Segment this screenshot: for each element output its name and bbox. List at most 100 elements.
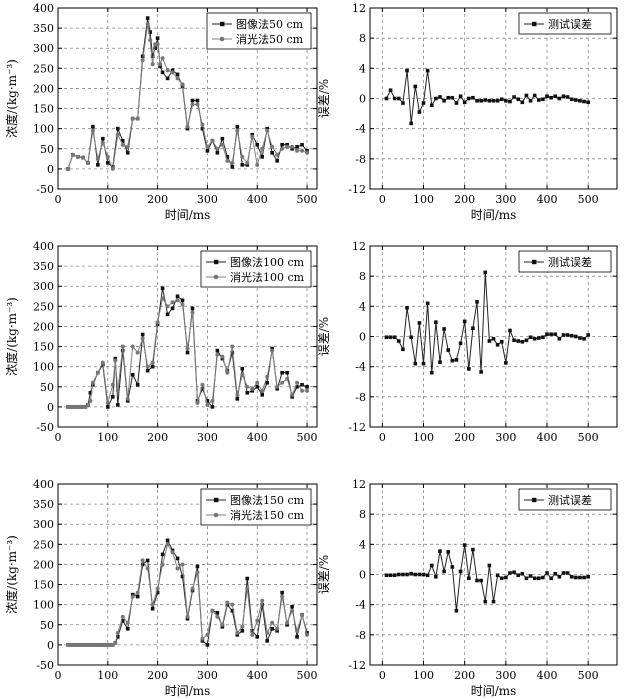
conc-100-series-1-point (290, 392, 295, 397)
err-100-series-0-point (565, 333, 570, 337)
conc-50-series-1-point (75, 154, 80, 159)
conc-100-series-0-point (175, 294, 180, 299)
conc-100-ytick-label: 100 (33, 361, 54, 374)
conc-150-series-0-point (130, 592, 135, 597)
conc-50-series-0-point (158, 64, 162, 69)
err-50-legend-label: 测试误差 (548, 17, 592, 31)
err-50-xtick-label: 400 (537, 193, 558, 206)
chart-err-150: 0 100 200 300 400 500 -12 -8 -4 0 4 8 12 时间/ms 误差/% 测试误… (317, 478, 618, 698)
conc-100-series-1-point (145, 364, 150, 369)
conc-100-series-0-point (115, 403, 120, 407)
conc-150-axes-frame (57, 483, 318, 666)
conc-100-ytick-label: 50 (40, 381, 54, 394)
err-100-series-0-point (536, 336, 541, 340)
conc-150-legend-swatch-marker (214, 497, 219, 503)
err-150-series-0-point (524, 576, 529, 581)
conc-150-series-1-point (230, 602, 235, 607)
conc-150-series-1-point (260, 598, 265, 603)
err-150-series-0-point (541, 575, 545, 580)
conc-150-series-0-point (115, 635, 120, 639)
conc-50-ytick-label: 0 (47, 163, 54, 176)
conc-100-series-1-point (160, 296, 165, 301)
conc-100-series-1-point (270, 348, 275, 353)
conc-150-series-1-point (215, 614, 220, 619)
conc-150-series-0-point (140, 562, 145, 567)
conc-150-series-0-point (235, 633, 240, 637)
conc-50-series-0-point (160, 70, 165, 75)
err-50-series-0-point (417, 110, 422, 114)
err-100-series-0-point (397, 339, 401, 343)
err-150-series-0-point (561, 571, 566, 575)
err-100-series-0-point (401, 347, 405, 352)
conc-100-series-0-point (305, 384, 309, 389)
conc-150-series-0-point (240, 629, 245, 633)
err-50-series-0-point (491, 98, 496, 103)
conc-100-series-1-point (240, 372, 245, 377)
conc-50-ytick-label: 350 (33, 22, 54, 35)
err-50-series-0-point (450, 95, 455, 100)
err-150-series-0-point (578, 575, 582, 580)
err-150-series-0-point (574, 575, 578, 580)
err-50-xtick-label: 300 (495, 193, 516, 206)
err-50-xtick-label: 200 (454, 193, 475, 206)
conc-150-series-1-point (275, 626, 280, 631)
conc-100-series-1-point (190, 310, 195, 315)
conc-100-series-1-point (130, 344, 135, 349)
conc-50-legend-label: 图像法50 cm (236, 17, 304, 31)
conc-50-series-1-point (160, 56, 165, 61)
err-150-ytick-label: 4 (359, 538, 366, 551)
conc-150-ytick-label: 250 (33, 538, 54, 551)
err-150-ytick-label: -8 (355, 629, 366, 642)
err-150-legend-label: 测试误差 (548, 493, 592, 507)
conc-50-series-0-point (200, 126, 205, 131)
conc-100-series-0-point (130, 372, 135, 377)
err-100-series-0-point (541, 335, 545, 340)
conc-150-ytick-label: 200 (33, 558, 54, 571)
err-100-series-0-point (392, 335, 397, 340)
conc-50-ytick-label: 250 (33, 62, 54, 75)
conc-50-series-1-point (220, 142, 225, 147)
err-100-xtick-label: 500 (578, 431, 599, 444)
conc-150-series-1-point (250, 632, 255, 637)
err-50-series-0-point (528, 98, 533, 103)
conc-50-series-0-point (205, 148, 210, 153)
err-100-ytick-label: -12 (348, 421, 366, 434)
conc-150-series-1-point (150, 602, 155, 607)
conc-50-series-0-point (280, 142, 284, 147)
conc-150-series-0-point (255, 635, 260, 639)
conc-150-series-1-point (160, 562, 165, 567)
err-50-series-0-point (532, 93, 537, 98)
conc-50-series-0-point (195, 98, 200, 103)
err-150-series-0-point (458, 569, 463, 574)
err-100-series-0-point (586, 333, 590, 337)
conc-50-series-0-point (285, 142, 289, 147)
err-150-series-0-point (467, 576, 471, 581)
conc-100-series-0-point (270, 346, 274, 351)
err-50-series-0-point (397, 96, 401, 101)
err-150-series-0-point (565, 571, 570, 575)
conc-150-series-0-point (275, 629, 279, 633)
err-50-series-0-point (536, 98, 541, 102)
conc-50-series-0-point (250, 132, 255, 137)
conc-150-series-0-point (215, 610, 220, 615)
conc-50-series-1-point (170, 70, 175, 75)
conc-50-series-1-point (180, 82, 185, 87)
err-100-series-0-point (467, 367, 471, 371)
err-150-series-0-point (545, 571, 549, 575)
err-100-series-0-point (429, 370, 434, 375)
conc-100-series-1-point (90, 380, 95, 385)
err-50-series-0-point (479, 98, 483, 103)
err-150-series-0-point (586, 574, 590, 579)
err-50-series-0-point (495, 98, 500, 103)
err-150-series-0-point (471, 547, 475, 552)
conc-150-series-0-point (195, 564, 200, 569)
conc-50-series-0-point (106, 161, 110, 165)
conc-50-series-1-point (275, 152, 280, 157)
err-100-xtick-label: 300 (495, 431, 516, 444)
err-150-xtick-label: 200 (454, 669, 475, 682)
err-150-legend: 测试误差 (518, 488, 612, 511)
conc-50-ytick-label: 100 (33, 123, 54, 136)
conc-100-series-0-point (205, 399, 210, 403)
conc-50-series-1-point (155, 42, 160, 47)
err-150-ytick-label: -4 (355, 599, 366, 612)
